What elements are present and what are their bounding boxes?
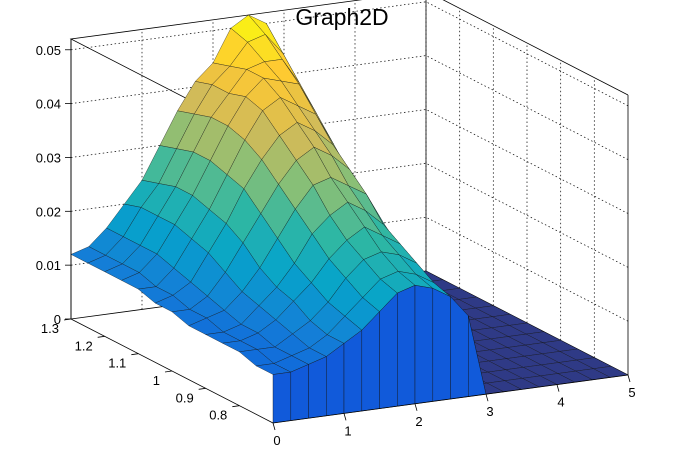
y-tick-label: 1 <box>153 373 160 388</box>
tick-labels: 0123450.80.911.11.21.300.010.020.030.040… <box>36 43 636 448</box>
surface-front-wall <box>290 364 309 421</box>
x-axis-line <box>272 374 629 424</box>
axis-layer <box>63 39 631 431</box>
x-tick-mark <box>556 384 560 392</box>
y-tick-label: 1.2 <box>75 338 93 353</box>
y-tick-label: 1.3 <box>41 321 59 336</box>
x-tick-mark <box>414 403 418 411</box>
y-tick-mark <box>97 335 105 338</box>
z-tick-label: 0 <box>54 312 61 327</box>
z-tick-label: 0.03 <box>36 151 61 166</box>
y-tick-mark <box>131 353 139 356</box>
surface-front-wall <box>432 287 451 402</box>
z-tick-label: 0.02 <box>36 204 61 219</box>
y-tick-mark <box>164 370 173 373</box>
surface-front-wall <box>272 371 291 424</box>
x-tick-mark <box>343 413 347 421</box>
y-tick-mark <box>198 387 206 390</box>
y-tick-label: 1.1 <box>108 356 126 371</box>
surface-front-wall <box>308 356 327 419</box>
surface-layer <box>70 14 629 424</box>
x-tick-label: 5 <box>628 385 635 400</box>
y-tick-label: 0.9 <box>176 390 194 405</box>
y-tick-label: 0.8 <box>209 408 227 423</box>
y-tick-mark <box>232 405 240 408</box>
z-tick-label: 0.05 <box>36 43 61 58</box>
surface-front-wall <box>343 329 362 414</box>
x-tick-label: 3 <box>486 404 493 419</box>
x-tick-label: 2 <box>415 414 422 429</box>
z-tick-label: 0.01 <box>36 258 61 273</box>
surface-front-wall <box>414 285 433 405</box>
x-tick-label: 1 <box>344 423 351 438</box>
x-tick-mark <box>485 394 489 402</box>
x-tick-label: 0 <box>273 433 280 448</box>
z-gridline <box>70 55 629 160</box>
surface-front-wall <box>397 284 416 407</box>
x-tick-mark <box>627 374 631 383</box>
surface-front-wall <box>379 292 398 409</box>
z-tick-label: 0.04 <box>36 97 61 112</box>
chart-title: Graph2D <box>295 4 388 30</box>
x-tick-mark <box>272 422 276 431</box>
x-tick-label: 4 <box>557 395 564 410</box>
